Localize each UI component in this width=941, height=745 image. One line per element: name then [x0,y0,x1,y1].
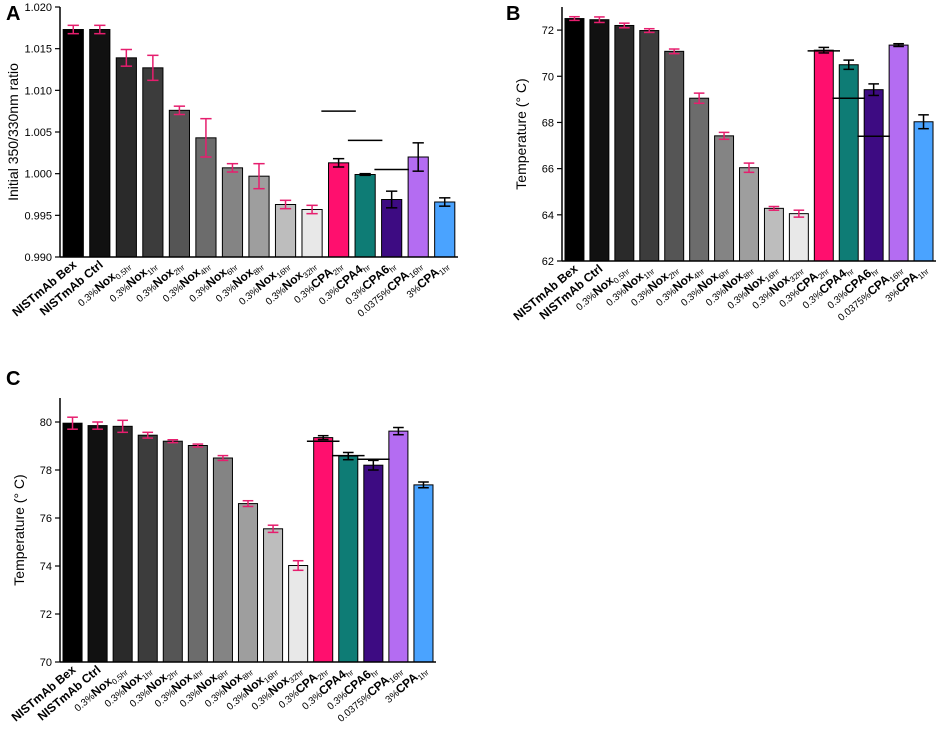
y-tick-label: 74 [40,561,52,573]
bar [664,50,685,262]
bar [788,213,809,262]
y-axis-title: Temperature (° C) [11,474,27,585]
bar [221,167,244,258]
bar [838,64,859,262]
bar [162,440,183,663]
y-tick-label: 72 [542,25,554,37]
bar [589,19,610,262]
x-tick-label-sub: hr [361,263,372,275]
bar [689,97,710,262]
bar [87,425,108,663]
panel-letter: B [506,3,520,25]
bar [363,464,384,663]
x-tick-label-sub: hr [870,267,881,279]
bar [288,565,309,663]
bar [112,425,133,663]
bar [237,503,259,663]
y-tick-label: 62 [542,256,554,268]
y-tick-label: 1.000 [24,169,52,181]
bar [813,49,834,262]
bar [274,204,297,258]
bar [407,156,429,258]
x-tick-label-sub: hr [845,267,856,279]
panel-a: A Initial 350/330nm ratio 0.990 0.995 1.000 1… [5,2,458,320]
y-tick-label: 68 [542,117,554,129]
y-tick-label: 78 [40,465,52,477]
bar [137,434,158,663]
panel-letter: C [6,368,20,390]
bar [89,29,111,258]
bar [739,167,759,262]
bar [564,18,585,262]
y-tick-label: 1.015 [24,44,52,56]
panel-letter: A [6,3,20,25]
bar [187,445,208,663]
bar [62,422,83,663]
bar [913,121,934,262]
y-axis-title: Initial 350/330nm ratio [5,63,21,201]
y-tick-label: 70 [40,657,52,669]
y-axis-title: Temperature (° C) [513,78,529,189]
bar [434,201,456,258]
y-tick-label: 76 [40,513,52,525]
bar [212,457,233,663]
y-tick-label: 1.005 [24,127,52,139]
y-tick-label: 1.020 [24,2,52,14]
y-tick-label: 72 [40,609,52,621]
bar [863,89,884,262]
bar [338,455,359,663]
bar [168,109,190,258]
y-tick-label: 66 [542,164,554,176]
bar [115,57,137,258]
bar [328,162,350,258]
bar [639,30,660,262]
bar [301,209,323,258]
bar [714,135,735,262]
bar [263,528,284,663]
bar [614,24,635,262]
y-tick-label: 64 [542,210,554,222]
y-tick-label: 80 [40,417,52,429]
y-tick-label: 1.010 [24,85,52,97]
bar [413,484,434,663]
bar [313,437,334,663]
bar [354,174,376,258]
bar [888,44,909,262]
y-tick-label: 0.990 [24,252,52,264]
x-tick-label-sub: hr [344,668,355,680]
x-tick-label-sub: hr [388,263,399,275]
bar [62,29,84,258]
y-tick-label: 0.995 [24,210,52,222]
x-tick-label-sub: hr [369,668,380,680]
bar [388,430,409,663]
bar [763,207,784,262]
bar [142,67,164,258]
y-tick-label: 70 [542,71,554,83]
